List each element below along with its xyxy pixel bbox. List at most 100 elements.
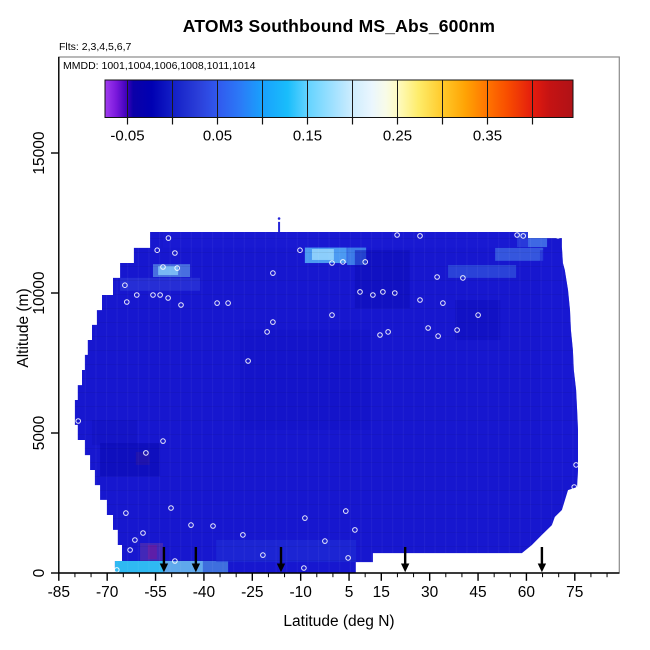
track-points — [75, 232, 579, 573]
track-point — [448, 555, 454, 561]
track-point — [134, 292, 140, 298]
flights-note: Flts: 2,3,4,5,6,7 — [59, 41, 132, 53]
y-axis: 0 5000 10000 15000 — [31, 57, 60, 577]
track-point — [329, 312, 335, 318]
x-axis: -85 -70 -55 -40 -25 -10 5 15 30 45 60 75 — [48, 572, 620, 601]
y-tick-label: 15000 — [31, 131, 48, 174]
track-point — [362, 259, 369, 265]
track-point — [160, 264, 166, 270]
plot-title: ATOM3 Southbound MS_Abs_600nm — [182, 16, 496, 36]
track-point — [380, 289, 386, 295]
track-point — [140, 530, 146, 536]
colorbar: -0.05 0.05 0.15 0.25 0.35 — [104, 79, 574, 145]
colorbar-tick-label: 0.25 — [383, 128, 412, 145]
x-tick-label: 75 — [566, 584, 583, 601]
track-point — [297, 247, 303, 253]
x-tick-label: -10 — [289, 584, 312, 601]
track-point — [571, 484, 578, 490]
track-point — [172, 250, 178, 256]
track-point — [188, 522, 194, 528]
track-point — [174, 265, 180, 271]
track-point — [385, 329, 391, 335]
track-point — [475, 312, 481, 318]
track-point — [264, 329, 270, 335]
y-tick-label: 10000 — [31, 271, 48, 314]
track-point — [417, 297, 423, 303]
track-point — [210, 523, 216, 529]
x-tick-label: 45 — [469, 584, 486, 601]
track-point — [127, 547, 133, 553]
track-point — [440, 300, 446, 306]
track-point — [573, 462, 579, 468]
colorbar-tick-label: 0.05 — [203, 128, 232, 145]
track-point — [168, 505, 174, 511]
track-point — [114, 567, 120, 573]
track-point — [75, 418, 81, 424]
track-point — [225, 300, 231, 306]
track-point — [343, 508, 349, 514]
track-point — [160, 438, 166, 444]
track-point — [434, 274, 440, 280]
track-point — [172, 558, 178, 564]
track-point — [123, 510, 129, 516]
y-tick-label: 5000 — [31, 415, 48, 450]
track-point — [345, 555, 351, 561]
colorbar-tick-label: 0.15 — [293, 128, 322, 145]
track-point — [240, 532, 246, 538]
heatmap-field — [74, 232, 579, 573]
track-point — [214, 300, 220, 306]
track-point — [154, 247, 160, 253]
track-point — [150, 292, 156, 298]
x-tick-label: -85 — [48, 584, 70, 601]
track-point — [178, 302, 184, 308]
track-point — [329, 260, 335, 266]
track-point — [301, 565, 307, 571]
track-point — [157, 292, 163, 298]
track-point — [460, 275, 466, 281]
x-tick-label: 30 — [421, 584, 439, 601]
track-point — [370, 292, 376, 298]
x-tick-label: -40 — [193, 584, 216, 601]
x-tick-label: 5 — [345, 584, 354, 601]
track-point — [322, 538, 328, 544]
track-point — [165, 295, 171, 301]
x-tick-label: -55 — [144, 584, 166, 601]
track-point — [520, 233, 527, 239]
track-point — [124, 299, 130, 305]
data-spike — [277, 217, 281, 232]
track-point — [377, 332, 383, 338]
track-point — [245, 358, 251, 364]
track-point — [132, 537, 138, 543]
track-point — [340, 259, 346, 265]
track-point — [549, 232, 555, 238]
track-point — [357, 289, 363, 295]
track-point — [470, 556, 476, 562]
track-point — [394, 232, 400, 238]
track-point — [352, 527, 358, 533]
track-point — [514, 232, 520, 238]
track-point — [260, 552, 266, 558]
track-point — [270, 270, 276, 276]
dates-note: MMDD: 1001,1004,1006,1008,1011,1014 — [63, 60, 256, 72]
x-tick-label: 15 — [373, 584, 390, 601]
colorbar-tick-label: -0.05 — [110, 128, 144, 145]
track-point — [425, 325, 431, 331]
colorbar-tick-label: 0.35 — [473, 128, 502, 145]
track-point — [270, 319, 276, 325]
y-tick-label: 0 — [31, 568, 48, 577]
track-point — [85, 478, 91, 484]
x-tick-label: -70 — [96, 584, 119, 601]
site-arrows — [159, 547, 547, 573]
track-point — [555, 233, 561, 239]
track-point — [417, 233, 423, 239]
track-point — [302, 515, 308, 521]
track-point — [143, 450, 149, 456]
x-tick-label: 60 — [518, 584, 536, 601]
track-point — [165, 235, 172, 241]
track-point — [435, 333, 441, 339]
track-point — [392, 290, 398, 296]
track-point — [454, 327, 460, 333]
track-point — [122, 282, 128, 289]
